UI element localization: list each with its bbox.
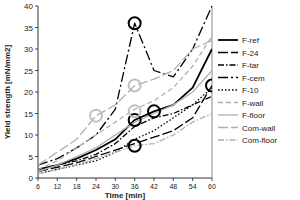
series-line xyxy=(38,36,212,169)
y-axis-label: Yield strength [mN/mm2] xyxy=(3,44,12,139)
series-line xyxy=(38,49,212,169)
highlight-circle xyxy=(129,105,141,117)
series-line xyxy=(38,71,212,172)
x-tick-label: 54 xyxy=(189,183,197,190)
y-tick xyxy=(35,92,38,93)
x-tick xyxy=(115,178,116,181)
legend-swatch xyxy=(218,64,238,65)
x-tick xyxy=(38,178,39,181)
legend-swatch xyxy=(218,89,238,90)
x-tick xyxy=(134,178,135,181)
legend-swatch xyxy=(218,39,238,41)
legend-label: F-floor xyxy=(242,111,265,120)
y-tick-label: 20 xyxy=(24,88,33,97)
x-tick-label: 12 xyxy=(53,183,61,190)
legend-swatch xyxy=(218,102,238,103)
highlight-circle xyxy=(129,17,141,29)
y-tick xyxy=(35,70,38,71)
legend-label: F-tar xyxy=(242,61,259,70)
x-tick xyxy=(212,178,213,181)
y-tick-label: 5 xyxy=(29,153,34,162)
y-tick-label: 30 xyxy=(24,45,33,54)
x-tick-label: 36 xyxy=(131,183,139,190)
legend-swatch xyxy=(218,139,238,140)
legend-swatch xyxy=(218,127,238,128)
legend-label: F-wall xyxy=(242,99,264,108)
legend-label: F-24 xyxy=(242,49,259,58)
legend-label: Com-floor xyxy=(242,136,277,145)
chart: 0 5 10 15 20 25 30 35 40 6 12 18 24 30 36 42 48 54 60 Time … xyxy=(0,0,300,200)
x-tick-label: 42 xyxy=(150,183,158,190)
x-tick xyxy=(76,178,77,181)
x-tick-label: 24 xyxy=(92,183,100,190)
legend-swatch xyxy=(218,52,238,53)
highlight-circle xyxy=(129,140,141,152)
y-tick xyxy=(35,178,38,179)
legend-swatch xyxy=(218,114,238,115)
series-line xyxy=(38,114,212,174)
x-tick-label: 30 xyxy=(111,183,119,190)
plot-area xyxy=(38,6,212,174)
x-tick xyxy=(192,178,193,181)
series-line xyxy=(38,40,212,165)
y-tick-label: 25 xyxy=(24,67,33,76)
legend-swatch xyxy=(218,77,238,78)
y-tick-label: 15 xyxy=(24,110,33,119)
series-line xyxy=(38,96,212,169)
y-tick xyxy=(35,113,38,114)
legend-label: F-10 xyxy=(242,86,259,95)
highlight-circle xyxy=(206,80,212,92)
x-tick xyxy=(173,178,174,181)
y-tick xyxy=(35,135,38,136)
series-line xyxy=(38,6,212,165)
legend-label: Com-wall xyxy=(242,124,276,133)
x-tick-label: 18 xyxy=(73,183,81,190)
legend-label: F-ref xyxy=(242,36,260,45)
y-tick-label: 0 xyxy=(29,174,34,183)
x-tick xyxy=(96,178,97,181)
y-tick-label: 40 xyxy=(24,2,33,11)
x-tick xyxy=(154,178,155,181)
y-tick-label: 10 xyxy=(24,131,33,140)
y-tick xyxy=(35,6,38,7)
series-line xyxy=(38,88,212,174)
x-axis-label: Time [min] xyxy=(105,191,146,200)
highlight-circle xyxy=(148,105,160,117)
x-tick xyxy=(57,178,58,181)
x-axis xyxy=(38,178,212,179)
highlight-circle xyxy=(129,80,141,92)
x-tick-label: 6 xyxy=(36,183,40,190)
highlight-circle xyxy=(90,110,102,122)
y-tick xyxy=(35,156,38,157)
legend-label: F-cem xyxy=(242,74,265,83)
y-tick xyxy=(35,49,38,50)
y-tick xyxy=(35,27,38,28)
y-tick-label: 35 xyxy=(24,24,33,33)
x-tick-label: 60 xyxy=(208,183,216,190)
x-tick-label: 48 xyxy=(169,183,177,190)
